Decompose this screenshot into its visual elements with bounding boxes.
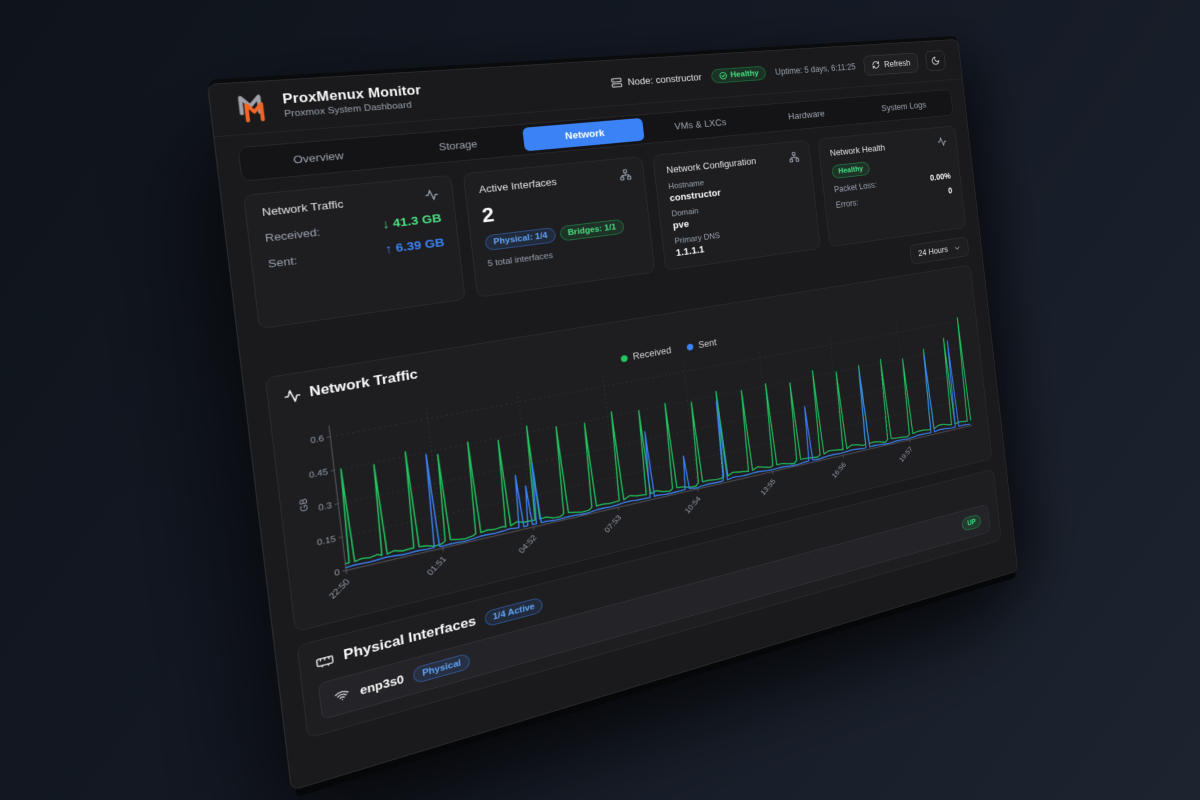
tab-network[interactable]: Network [522, 117, 645, 152]
wifi-icon [333, 687, 350, 705]
svg-text:19:57: 19:57 [898, 445, 914, 464]
svg-text:04:52: 04:52 [517, 533, 539, 555]
errors-label: Errors: [835, 197, 859, 210]
activity-icon [937, 136, 947, 147]
time-range-select[interactable]: 24 Hours [909, 236, 970, 265]
legend-dot-received [620, 354, 629, 363]
packet-loss-value: 0.00% [929, 171, 952, 183]
moon-icon [931, 56, 941, 66]
check-circle-icon [718, 71, 727, 80]
svg-text:10:54: 10:54 [684, 495, 703, 515]
activity-icon [424, 188, 439, 202]
sent-value: ↑ 6.39 GB [384, 235, 445, 257]
network-icon [619, 168, 632, 181]
svg-text:13:55: 13:55 [759, 477, 777, 497]
tab-storage[interactable]: Storage [390, 128, 524, 164]
active-interfaces-card: Active Interfaces 2 Physical: 1/4 Bridge… [462, 156, 656, 298]
network-configuration-card: Network Configuration Hostname construct… [652, 139, 821, 271]
network-traffic-chart-card: Network Traffic Received Sent 0 0.15 0.3 0.… [264, 264, 993, 633]
svg-text:GB: GB [298, 497, 310, 512]
chevron-down-icon [953, 243, 961, 252]
traffic-chart-svg: 0 0.15 0.3 0.45 0.6 22:50 01:51 04:52 07:53 10:54… [298, 305, 982, 601]
activity-icon [283, 387, 302, 405]
theme-toggle-button[interactable] [924, 50, 947, 72]
network-traffic-card: Network Traffic Received: ↓ 41.3 GB Sent… [243, 174, 466, 330]
legend-dot-sent [686, 342, 694, 351]
svg-text:01:51: 01:51 [426, 555, 449, 578]
time-range-value: 24 Hours [917, 244, 949, 259]
network-health-card: Network Health Healthy Packet Loss: 0.00… [817, 125, 967, 248]
server-icon [611, 77, 623, 89]
ethernet-port-icon [314, 651, 335, 672]
tab-overview[interactable]: Overview [243, 139, 391, 177]
tab-system-logs[interactable]: System Logs [856, 92, 951, 120]
refresh-icon [872, 60, 881, 69]
physical-count-badge: Physical: 1/4 [484, 227, 557, 252]
received-value: ↓ 41.3 GB [381, 211, 443, 232]
status-bar: Node: constructor Healthy Uptime: 5 days… [610, 50, 947, 94]
svg-text:0.15: 0.15 [316, 534, 336, 548]
svg-text:0.45: 0.45 [309, 467, 329, 480]
tab-hardware[interactable]: Hardware [754, 100, 857, 130]
svg-text:0: 0 [334, 568, 341, 579]
interface-type-badge: Physical [412, 652, 471, 685]
svg-text:22:50: 22:50 [327, 577, 352, 601]
packet-loss-label: Packet Loss: [833, 180, 878, 195]
brand: ProxMenux Monitor Proxmox System Dashboa… [235, 80, 424, 125]
node-indicator: Node: constructor [611, 71, 703, 89]
card-title: Network Configuration [665, 155, 757, 176]
errors-value: 0 [947, 186, 953, 196]
received-label: Received: [264, 225, 321, 245]
dashboard-window: ProxMenux Monitor Proxmox System Dashboa… [207, 39, 1019, 792]
svg-text:07:53: 07:53 [603, 514, 623, 535]
card-title: Network Traffic [261, 197, 345, 219]
card-title: Active Interfaces [478, 175, 558, 196]
refresh-button[interactable]: Refresh [862, 52, 919, 76]
node-label: Node: constructor [626, 71, 703, 88]
health-badge: Healthy [710, 65, 767, 84]
health-status-badge: Healthy [831, 161, 871, 179]
interface-name: enp3s0 [359, 672, 405, 698]
uptime-text: Uptime: 5 days, 6:11:25 [774, 61, 857, 77]
active-count-badge: 1/4 Active [483, 596, 544, 628]
proxmenux-logo-icon [235, 90, 274, 126]
svg-text:0.3: 0.3 [318, 501, 333, 513]
sent-label: Sent: [267, 254, 298, 271]
traffic-line-chart: 0 0.15 0.3 0.45 0.6 22:50 01:51 04:52 07:53 10:54… [287, 305, 982, 618]
bridges-count-badge: Bridges: 1/1 [559, 218, 625, 242]
interface-status-badge: UP [961, 513, 982, 532]
tab-vms-lxcs[interactable]: VMs & LXCs [643, 109, 755, 141]
svg-text:16:56: 16:56 [831, 461, 848, 480]
card-title: Network Health [829, 142, 886, 159]
network-icon [788, 151, 800, 163]
svg-text:0.6: 0.6 [310, 434, 325, 446]
